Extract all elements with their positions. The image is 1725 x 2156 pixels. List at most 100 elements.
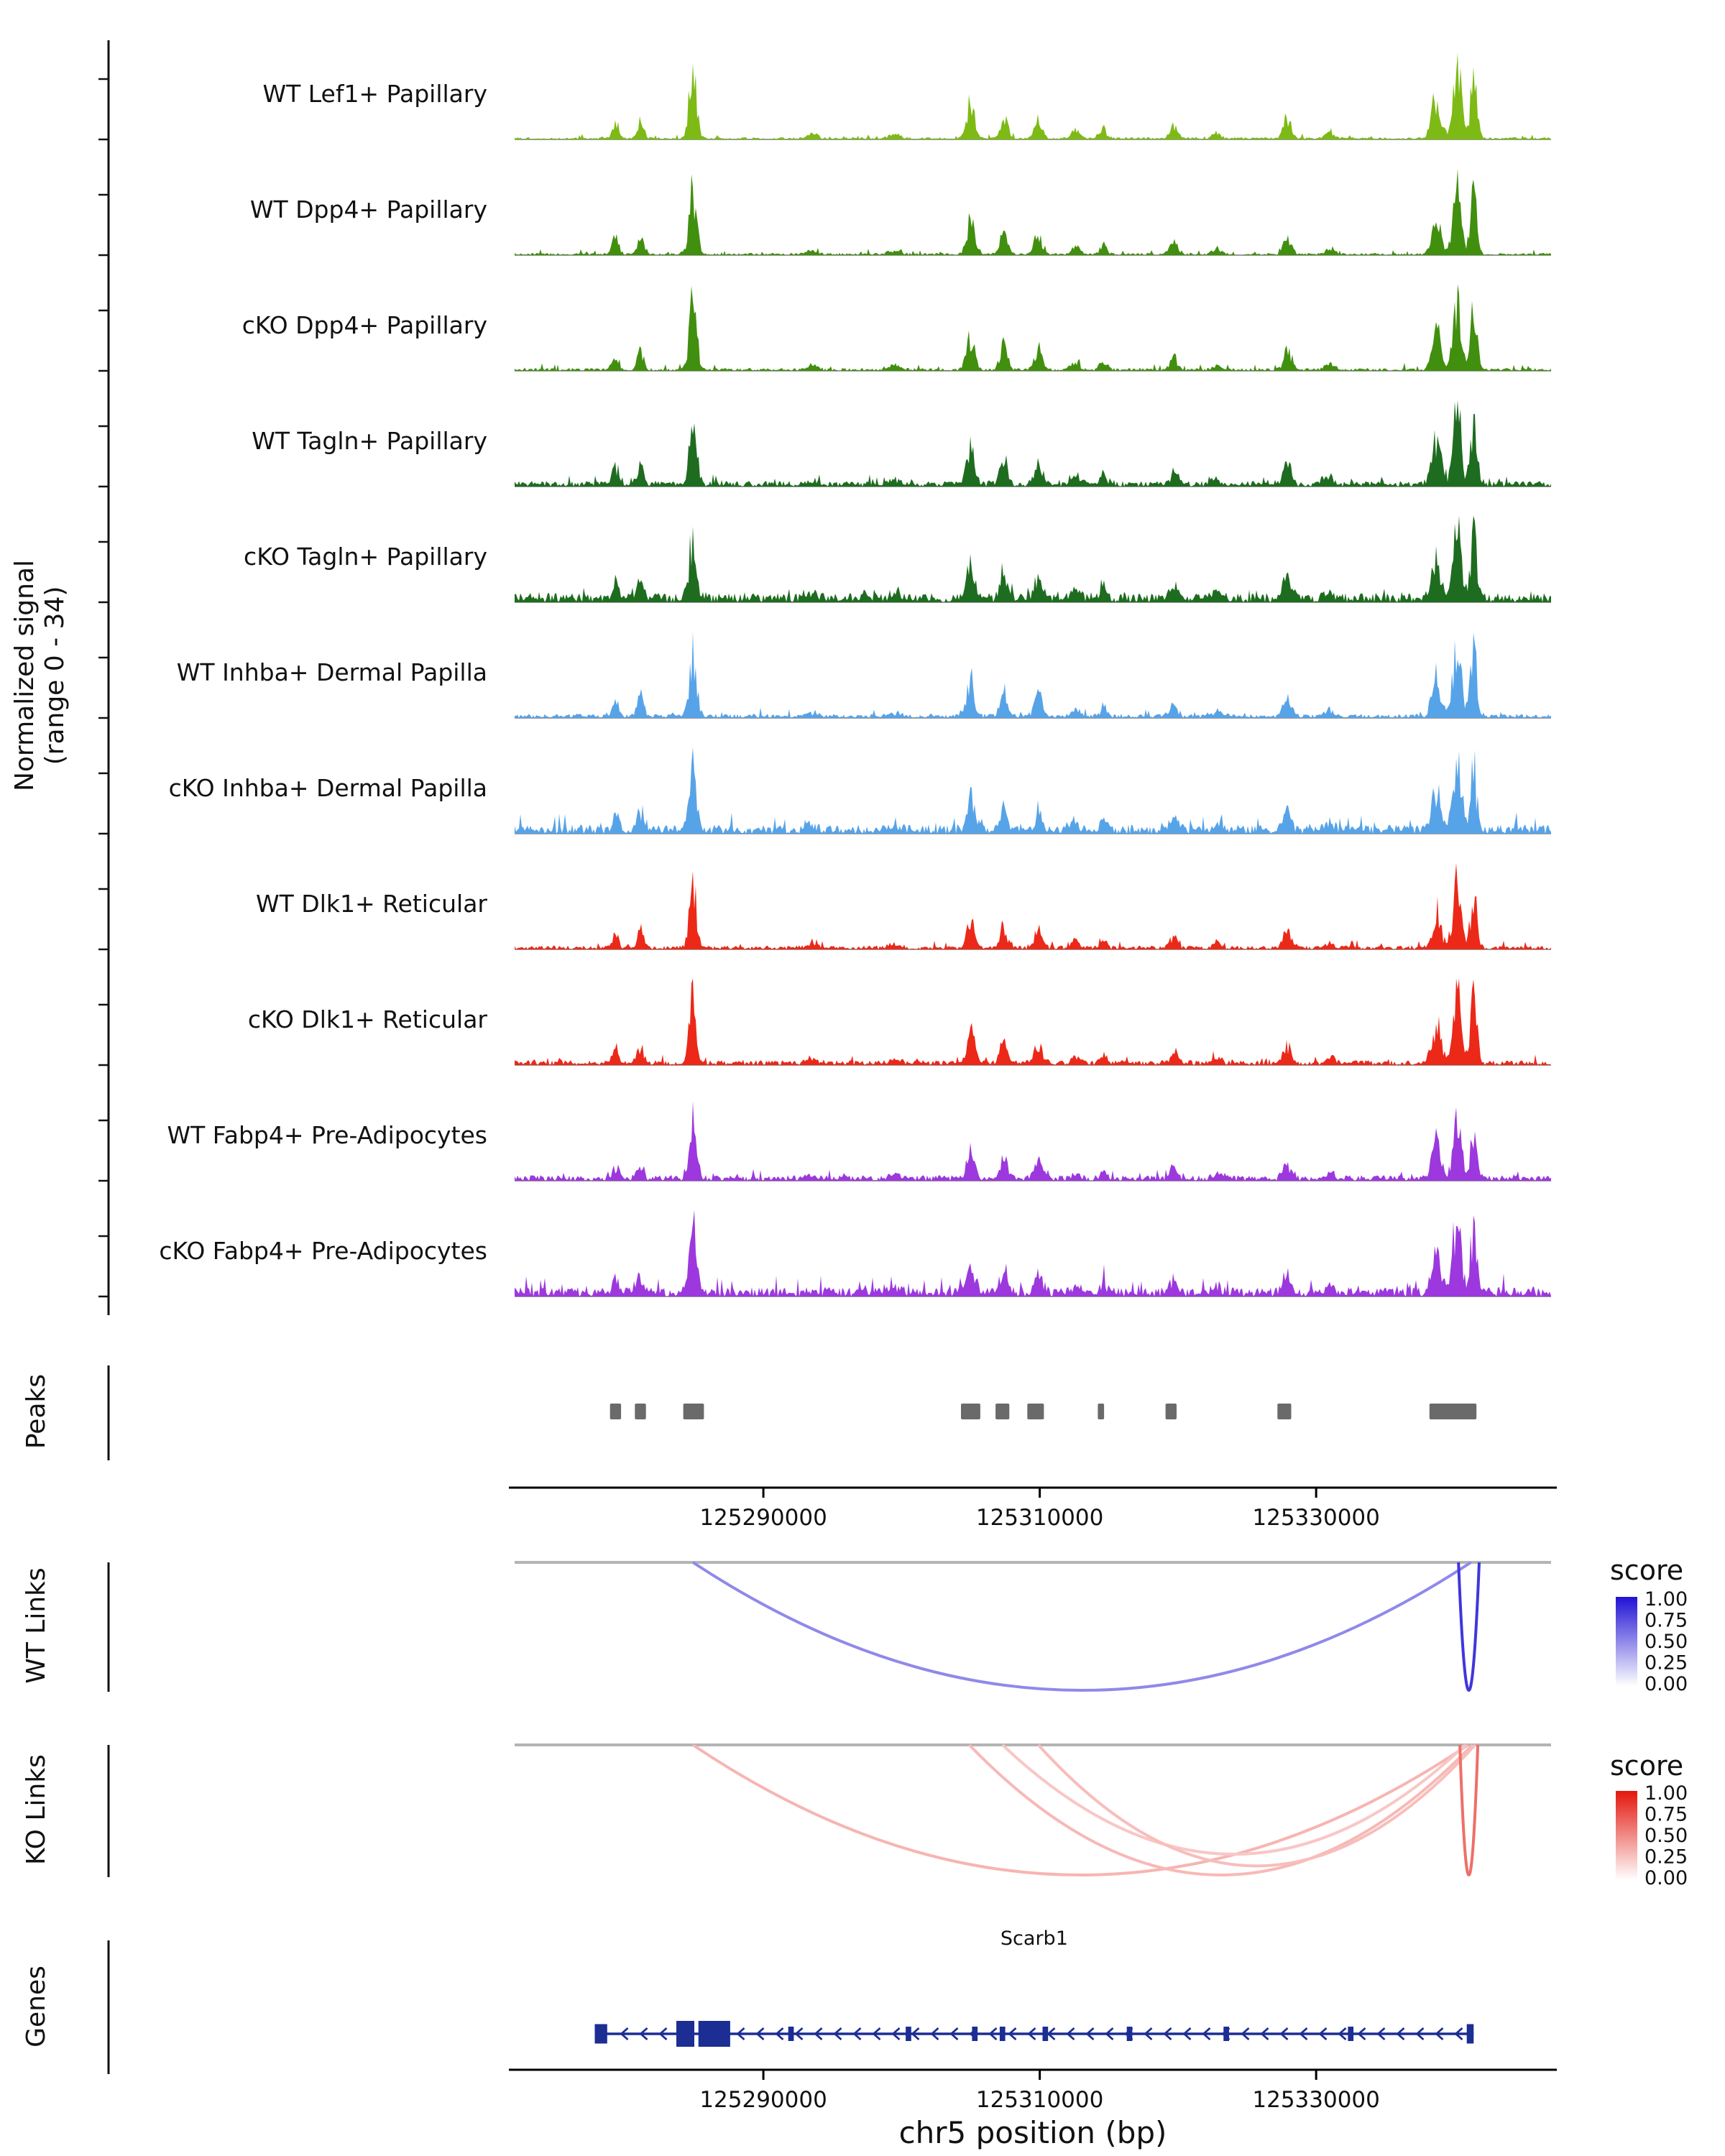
track-label-3: WT Tagln+ Papillary <box>252 427 487 455</box>
peak-box <box>610 1404 622 1419</box>
strand-arrow-icon <box>794 2027 804 2041</box>
strand-arrow-icon <box>1182 2027 1192 2041</box>
strand-arrow-icon <box>852 2027 862 2041</box>
strand-arrow-icon <box>1027 2027 1036 2041</box>
generated-graphics-layer: WT Lef1+ Papillary WT Dpp4+ Papillary cKO … <box>98 40 1688 2113</box>
strand-arrow-icon <box>1435 2027 1444 2041</box>
strand-arrow-icon <box>639 2027 648 2041</box>
strand-arrow-icon <box>1279 2027 1289 2041</box>
gene-exon <box>1126 2027 1133 2041</box>
strand-arrow-icon <box>620 2027 629 2041</box>
strand-arrow-icon <box>1085 2027 1095 2041</box>
gene-exon <box>1348 2027 1354 2041</box>
strand-arrow-icon <box>911 2027 920 2041</box>
strand-arrow-icon <box>930 2027 939 2041</box>
track-label-10: cKO Fabp4+ Pre-Adipocytes <box>159 1237 487 1265</box>
score-colorbar-tick-label: 0.75 <box>1644 1610 1688 1632</box>
score-colorbar-tick-label: 0.25 <box>1644 1652 1688 1674</box>
peak-box <box>1027 1404 1044 1419</box>
strand-arrow-icon <box>1338 2027 1347 2041</box>
strand-arrow-icon <box>1415 2027 1425 2041</box>
gene-exon <box>676 2021 694 2047</box>
gene-exon <box>906 2027 911 2041</box>
link-arc <box>968 1743 1473 1876</box>
strand-arrow-icon <box>658 2027 668 2041</box>
genes-section-label: Genes <box>22 1966 51 2047</box>
signal-area-track-9 <box>515 1101 1551 1181</box>
signal-area-track-6 <box>515 747 1551 834</box>
signal-area-track-10 <box>515 1210 1551 1296</box>
link-arc <box>1458 1744 1480 1876</box>
gene-exon <box>788 2027 794 2041</box>
signal-axis-title-line1: Normalized signal <box>10 560 40 791</box>
ko-links-legend-title: score <box>1610 1750 1683 1782</box>
score-colorbar-tick-label: 0.50 <box>1644 1825 1688 1847</box>
gene-exon <box>972 2027 978 2041</box>
score-colorbar-tick-label: 0.00 <box>1644 1673 1688 1695</box>
peak-box <box>1098 1404 1105 1419</box>
genome-axis-tick-label: 125310000 <box>976 1505 1104 1531</box>
peak-box <box>1277 1404 1292 1419</box>
link-arc <box>691 1743 1469 1876</box>
genome-axis-tick-label: 125330000 <box>1252 2087 1380 2113</box>
gene-name-label: Scarb1 <box>1000 1927 1068 1950</box>
strand-arrow-icon <box>1318 2027 1328 2041</box>
strand-arrow-icon <box>949 2027 959 2041</box>
strand-arrow-icon <box>1008 2027 1017 2041</box>
strand-arrow-icon <box>1241 2027 1250 2041</box>
track-label-0: WT Lef1+ Papillary <box>262 80 487 108</box>
strand-arrow-icon <box>1066 2027 1075 2041</box>
link-arc <box>691 1561 1472 1692</box>
link-arc <box>1037 1743 1476 1868</box>
strand-arrow-icon <box>814 2027 823 2041</box>
score-colorbar-tick-label: 0.50 <box>1644 1631 1688 1653</box>
signal-area-track-8 <box>515 978 1551 1065</box>
strand-arrow-icon <box>833 2027 842 2041</box>
gene-exon <box>698 2021 730 2047</box>
score-colorbar <box>1616 1597 1637 1686</box>
gene-exon <box>999 2027 1006 2041</box>
strand-arrow-icon <box>891 2027 901 2041</box>
score-colorbar-tick-label: 0.25 <box>1644 1846 1688 1869</box>
signal-area-track-7 <box>515 862 1551 949</box>
genome-axis-tick-label: 125330000 <box>1252 1505 1380 1531</box>
strand-arrow-icon <box>755 2027 765 2041</box>
genome-axis-tick-label: 125290000 <box>699 1505 827 1531</box>
genome-axis-tick-label: 125290000 <box>699 2087 827 2113</box>
strand-arrow-icon <box>988 2027 998 2041</box>
signal-axis-title-line2: (range 0 - 34) <box>40 586 70 765</box>
track-label-9: WT Fabp4+ Pre-Adipocytes <box>167 1121 487 1149</box>
strand-arrow-icon <box>1376 2027 1386 2041</box>
ko-links-section-label: KO Links <box>22 1754 51 1865</box>
strand-arrow-icon <box>1144 2027 1153 2041</box>
wt-links-legend-title: score <box>1610 1554 1683 1586</box>
score-colorbar <box>1616 1791 1637 1880</box>
peak-box <box>1165 1404 1177 1419</box>
signal-area-track-1 <box>515 168 1551 255</box>
peak-box <box>683 1404 704 1419</box>
score-colorbar-tick-label: 1.00 <box>1644 1782 1688 1805</box>
wt-links-section-label: WT Links <box>22 1567 51 1684</box>
score-colorbar-tick-label: 1.00 <box>1644 1588 1688 1611</box>
link-arc <box>1001 1743 1467 1856</box>
track-label-4: cKO Tagln+ Papillary <box>244 543 487 571</box>
track-label-8: cKO Dlk1+ Reticular <box>248 1005 488 1033</box>
strand-arrow-icon <box>1202 2027 1211 2041</box>
strand-arrow-icon <box>1454 2027 1463 2041</box>
signal-area-track-0 <box>515 52 1551 139</box>
strand-arrow-icon <box>1299 2027 1308 2041</box>
strand-arrow-icon <box>1105 2027 1114 2041</box>
gene-exon <box>1466 2024 1474 2044</box>
track-label-1: WT Dpp4+ Papillary <box>250 195 487 224</box>
signal-area-track-4 <box>515 515 1551 602</box>
peak-box <box>635 1404 646 1419</box>
track-label-2: cKO Dpp4+ Papillary <box>242 311 487 339</box>
peak-box <box>995 1404 1010 1419</box>
link-arc <box>1457 1562 1481 1692</box>
strand-arrow-icon <box>1357 2027 1366 2041</box>
signal-area-track-2 <box>515 284 1551 371</box>
peaks-section-label: Peaks <box>22 1374 51 1449</box>
track-label-6: cKO Inhba+ Dermal Papilla <box>169 774 487 802</box>
